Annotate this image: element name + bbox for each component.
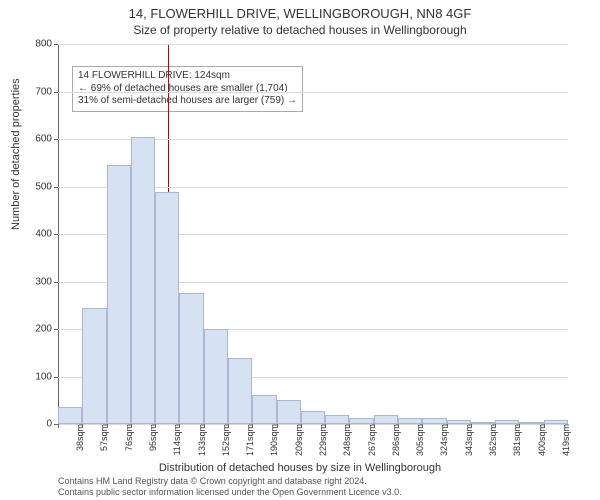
y-tick-label: 100	[35, 371, 58, 382]
x-tick-label: 209sqm	[292, 424, 304, 456]
x-tick-label: 152sqm	[219, 424, 231, 456]
gridline	[58, 92, 568, 93]
x-tick-label: 171sqm	[243, 424, 255, 456]
plot-area: 14 FLOWERHILL DRIVE: 124sqm← 69% of deta…	[58, 44, 568, 424]
x-tick-label: 229sqm	[316, 424, 328, 456]
y-tick-label: 500	[35, 181, 58, 192]
y-tick-label: 300	[35, 276, 58, 287]
bar	[155, 192, 179, 424]
footer-attribution: Contains HM Land Registry data © Crown c…	[58, 476, 402, 498]
x-tick-label: 76sqm	[122, 424, 134, 451]
bar	[107, 165, 131, 424]
x-tick-label: 324sqm	[437, 424, 449, 456]
bar	[252, 395, 276, 424]
x-tick-label: 38sqm	[73, 424, 85, 451]
bar	[58, 407, 82, 424]
x-tick-label: 400sqm	[535, 424, 547, 456]
x-tick-label: 305sqm	[413, 424, 425, 456]
y-tick-label: 200	[35, 324, 58, 335]
y-axis-label: Number of detached properties	[10, 78, 22, 230]
bar	[228, 358, 252, 425]
x-tick-label: 114sqm	[170, 424, 182, 455]
y-tick-label: 400	[35, 229, 58, 240]
x-tick-label: 248sqm	[340, 424, 352, 456]
x-tick-label: 133sqm	[195, 424, 207, 456]
x-tick-label: 267sqm	[365, 424, 377, 456]
x-tick-label: 190sqm	[267, 424, 279, 456]
bar	[82, 308, 106, 424]
bar	[179, 293, 203, 424]
bar	[374, 415, 398, 424]
chart-subtitle: Size of property relative to detached ho…	[0, 21, 600, 37]
x-tick-label: 343sqm	[462, 424, 474, 456]
y-tick-label: 600	[35, 134, 58, 145]
bar	[325, 415, 349, 425]
x-tick-label: 419sqm	[559, 424, 571, 456]
x-tick-label: 95sqm	[146, 424, 158, 451]
y-tick-label: 800	[35, 39, 58, 50]
x-axis-label: Distribution of detached houses by size …	[0, 462, 600, 474]
x-tick-label: 286sqm	[389, 424, 401, 456]
x-tick-label: 381sqm	[510, 424, 522, 456]
y-tick-label: 700	[35, 86, 58, 97]
bar	[301, 411, 325, 424]
y-tick-label: 0	[46, 419, 58, 430]
chart-title: 14, FLOWERHILL DRIVE, WELLINGBOROUGH, NN…	[0, 0, 600, 21]
annotation-box: 14 FLOWERHILL DRIVE: 124sqm← 69% of deta…	[72, 66, 303, 112]
bar	[131, 137, 155, 424]
gridline	[58, 44, 568, 45]
x-tick-label: 362sqm	[486, 424, 498, 456]
bar	[204, 329, 228, 424]
x-tick-label: 57sqm	[97, 424, 109, 451]
bar	[277, 400, 301, 424]
